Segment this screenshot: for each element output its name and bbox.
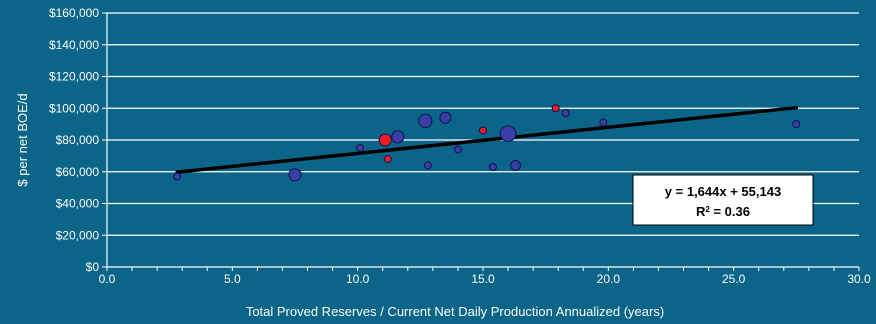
trendline [175, 105, 799, 174]
r-squared-text: R2 = 0.36 [696, 204, 750, 219]
data-point-blue [356, 143, 365, 152]
r-squared-exponent: 2 [705, 205, 710, 214]
y-tick-label: $0 [86, 260, 100, 274]
y-tick-label: $20,000 [56, 228, 100, 242]
x-tick-label: 25.0 [722, 272, 746, 286]
trendline-group [175, 105, 799, 174]
data-point-blue [499, 125, 517, 142]
data-point-blue [510, 159, 522, 171]
y-tick-label: $120,000 [49, 70, 99, 84]
gridlines [107, 12, 859, 236]
x-tick-label: 10.0 [346, 272, 370, 286]
x-axis-title: Total Proved Reserves / Current Net Dail… [246, 304, 664, 319]
data-point-blue [439, 111, 452, 124]
data-point-red [551, 104, 560, 113]
y-tick-labels: $0 $20,000 $40,000 $60,000 $80,000 $100,000 $1… [49, 6, 99, 274]
y-tick-label: $100,000 [49, 101, 99, 115]
data-point-blue [489, 162, 498, 171]
y-tick-label: $60,000 [56, 165, 100, 179]
data-points [173, 104, 801, 182]
equation-text: y = 1,644x + 55,143 [665, 184, 781, 199]
r-squared-value: = 0.36 [710, 204, 750, 219]
data-point-blue [418, 113, 433, 128]
y-tick-label: $40,000 [56, 197, 100, 211]
data-point-blue [561, 109, 570, 118]
data-point-blue [792, 120, 801, 129]
axes [102, 12, 860, 271]
x-tick-label: 0.0 [99, 272, 116, 286]
data-point-blue [423, 161, 432, 170]
x-tick-label: 5.0 [224, 272, 241, 286]
y-axis-title: $ per net BOE/d [15, 93, 30, 186]
y-tick-label: $160,000 [49, 6, 99, 20]
data-point-red [378, 133, 392, 147]
data-point-red [383, 155, 392, 164]
data-point-blue [599, 118, 608, 127]
data-point-blue [288, 168, 302, 182]
data-point-red [479, 126, 487, 135]
data-point-blue [173, 172, 182, 181]
x-tick-label: 20.0 [597, 272, 621, 286]
equation-box: y = 1,644x + 55,143 R2 = 0.36 [632, 174, 814, 226]
x-tick-label: 30.0 [847, 272, 871, 286]
y-tick-label: $80,000 [56, 133, 100, 147]
y-tick-label: $140,000 [49, 38, 99, 52]
x-tick-label: 15.0 [471, 272, 495, 286]
data-point-blue [391, 130, 405, 144]
data-point-blue [453, 145, 462, 154]
x-tick-labels: 0.0 5.0 10.0 15.0 20.0 25.0 30.0 [99, 272, 871, 286]
r-squared-prefix: R [696, 204, 706, 219]
